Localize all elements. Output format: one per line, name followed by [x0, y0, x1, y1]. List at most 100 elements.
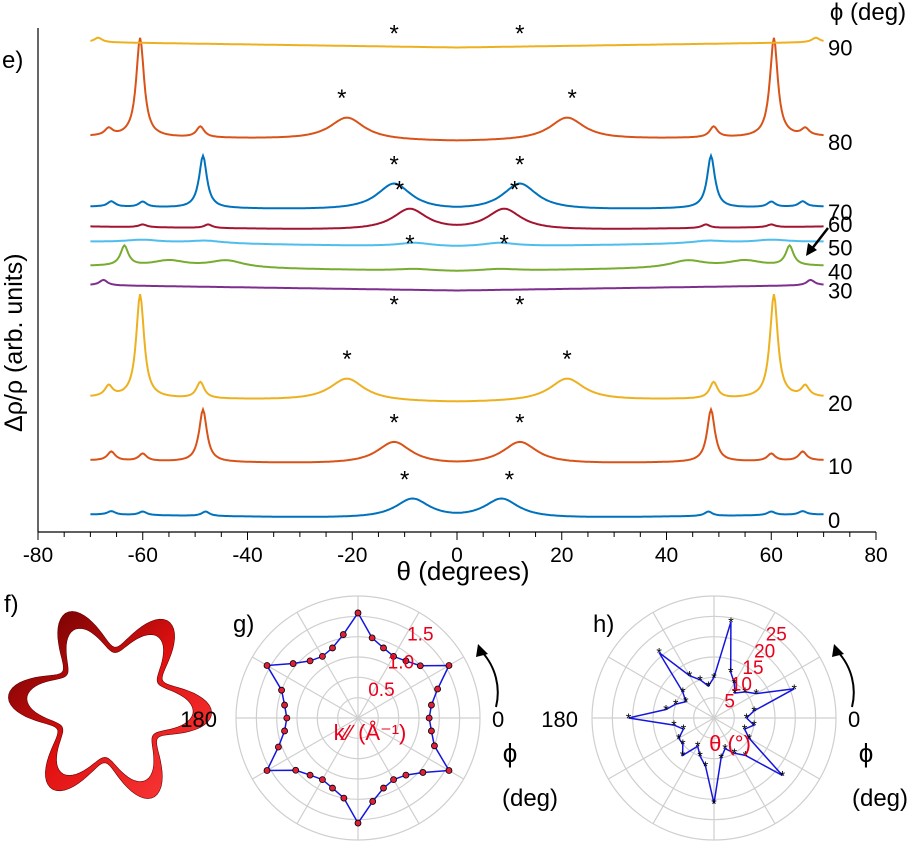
star-marker: *: [405, 231, 414, 258]
polar-point: *: [732, 745, 738, 761]
polar-point: *: [656, 645, 662, 661]
curve-phi-60: [90, 207, 824, 230]
phi-value-label: 70: [828, 200, 852, 225]
phi-label: ϕ: [859, 738, 874, 768]
polar-grid-spoke: [357, 612, 420, 719]
polar-point: *: [663, 702, 669, 718]
panel-e-spectra-chart: e) Δρ/ρ (arb. units) θ (degrees) ϕ (deg)…: [0, 0, 906, 586]
polar-point: [354, 609, 362, 617]
polar-point: *: [673, 696, 679, 712]
polar-point: *: [703, 758, 709, 774]
polar-point: *: [728, 664, 734, 680]
radial-axis-label: θ (°): [709, 731, 751, 756]
polar-point: [380, 644, 387, 652]
polar-point: [419, 769, 427, 776]
hexagonal-fermi-surface-shape: [8, 611, 212, 799]
polar-point: [368, 634, 376, 642]
phi-value-label: 60: [828, 212, 852, 237]
polar-point: *: [680, 684, 686, 700]
phi-value-label: 0: [828, 508, 840, 533]
x-tick-label: 40: [655, 544, 678, 567]
star-marker: *: [515, 151, 524, 178]
polar-point: [425, 714, 433, 722]
panel-g-polar-chart: g) 0.5 1.0 1.5 k∕∕ (Å⁻¹) 180 0 ϕ (deg): [180, 595, 558, 841]
polar-grid-spoke: [713, 717, 820, 780]
radial-tick-label: 20: [754, 641, 775, 662]
panel-e-letter: e): [2, 47, 23, 74]
radial-tick-label: 10: [731, 675, 752, 696]
polar-point: *: [683, 694, 689, 710]
polar-point: *: [680, 747, 686, 763]
star-marker: *: [562, 346, 571, 373]
polar-point: *: [722, 741, 728, 757]
phi-direction-arrowhead: [476, 644, 488, 657]
phi-unit: (deg): [852, 785, 908, 812]
star-marker: *: [337, 85, 346, 112]
polar-point: *: [780, 768, 786, 784]
panel-f-shape: f): [4, 591, 212, 799]
polar-point: [380, 784, 387, 792]
x-tick-label: -20: [337, 544, 367, 567]
angle-label-0: 0: [492, 707, 504, 732]
x-tick-group: -80 -60 -40 -20 0 20 40 60 80: [23, 532, 888, 567]
polar-point: *: [742, 684, 748, 700]
polar-grid-spoke: [713, 612, 776, 719]
polar-point: [319, 776, 326, 784]
polar-point: [339, 631, 347, 638]
x-axis-label: θ (degrees): [397, 556, 530, 586]
polar-grid-spoke: [357, 717, 420, 824]
polar-point: [428, 727, 435, 735]
star-marker: *: [389, 410, 398, 437]
polar-point: [354, 819, 362, 827]
polar-point: *: [754, 686, 760, 702]
polar-point: *: [697, 672, 703, 688]
phi-label: ϕ: [503, 738, 518, 768]
y-axis-label: Δρ/ρ (arb. units): [0, 253, 28, 432]
phi-direction-arrowhead: [832, 644, 844, 657]
curve-group: [90, 36, 824, 518]
star-marker: *: [400, 466, 409, 493]
phi-direction-arc: [837, 651, 855, 708]
polar-point: [319, 652, 326, 660]
angle-label-180: 180: [180, 707, 217, 732]
polar-point: *: [626, 710, 632, 726]
polar-point: *: [743, 747, 749, 763]
polar-point: [292, 766, 300, 774]
polar-point: *: [706, 678, 712, 694]
polar-grid-spoke: [296, 717, 359, 824]
curve-phi-20: [90, 294, 824, 403]
panel-f-letter: f): [4, 591, 19, 618]
polar-point: [416, 662, 424, 670]
polar-point: [306, 657, 314, 665]
polar-point: *: [711, 669, 717, 685]
polar-point: [263, 767, 271, 774]
panel-h-polar-chart: h) * ****************** * ********** * **** * …: [541, 595, 908, 841]
polar-point: *: [746, 730, 752, 746]
angle-label-180: 180: [541, 707, 578, 732]
polar-point: [340, 794, 348, 802]
phi-value-label: 20: [828, 391, 852, 416]
phi-value-label: 10: [828, 454, 852, 479]
polar-grid-spoke: [608, 717, 715, 780]
curve-phi-90: [90, 36, 824, 49]
polar-grid-spoke: [608, 656, 715, 719]
star-marker: *: [515, 21, 524, 48]
polar-point: [431, 742, 438, 750]
radial-tick-label: 0.5: [368, 680, 394, 701]
radial-tick-label: 5: [724, 691, 735, 712]
phi-value-label: 40: [828, 260, 852, 285]
polar-point: *: [732, 675, 738, 691]
polar-point: *: [732, 685, 738, 701]
arrow-60: [806, 227, 829, 256]
x-tick-label: -60: [128, 544, 158, 567]
x-tick-label: -40: [232, 544, 262, 567]
polar-point: [306, 771, 314, 779]
star-marker: *: [499, 231, 508, 258]
polar-point: *: [681, 721, 687, 737]
curve-phi-30: [90, 278, 824, 292]
radial-tick-label: 25: [766, 625, 787, 646]
polar-point: [274, 743, 282, 751]
polar-grid: [591, 595, 837, 841]
polar-point: *: [711, 795, 717, 811]
